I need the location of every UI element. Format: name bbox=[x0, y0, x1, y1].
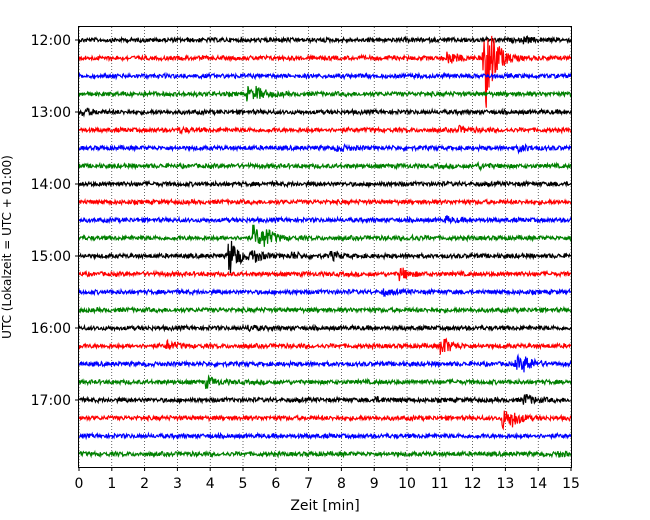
seismic-traces bbox=[78, 35, 572, 459]
y-tick-label: 17:00 bbox=[31, 393, 71, 409]
seismic-trace bbox=[78, 85, 572, 102]
seismic-trace bbox=[78, 267, 571, 282]
y-axis-title: UTC (Lokalzeit = UTC + 01:00) bbox=[0, 155, 14, 339]
x-tick-label: 14 bbox=[529, 476, 547, 492]
seismic-trace bbox=[78, 287, 572, 298]
y-tick-label: 12:00 bbox=[31, 33, 71, 49]
seismic-trace bbox=[78, 374, 572, 390]
seismic-trace bbox=[78, 35, 572, 45]
y-tick-label: 15:00 bbox=[31, 249, 71, 265]
seismic-trace bbox=[78, 393, 572, 405]
seismic-trace bbox=[78, 353, 572, 373]
seismic-trace bbox=[78, 107, 572, 118]
x-tick-label: 5 bbox=[239, 476, 248, 492]
seismic-trace bbox=[78, 224, 572, 247]
x-axis-title: Zeit [min] bbox=[290, 498, 359, 514]
x-tick-label: 6 bbox=[271, 476, 280, 492]
seismic-trace bbox=[78, 35, 572, 108]
seismic-trace bbox=[78, 337, 572, 355]
y-axis-ticks: 12:00 13:00 14:00 15:00 16:00 17:00 bbox=[31, 33, 79, 409]
y-tick-label: 14:00 bbox=[31, 177, 71, 193]
seismic-trace bbox=[78, 305, 572, 315]
y-tick-label: 13:00 bbox=[31, 105, 71, 121]
x-tick-label: 13 bbox=[496, 476, 514, 492]
x-axis-ticks: 0 1 2 3 4 5 6 7 8 9 10 11 12 13 14 15 bbox=[75, 467, 580, 492]
x-tick-label: 2 bbox=[140, 476, 149, 492]
seismic-trace bbox=[78, 215, 572, 225]
seismic-trace bbox=[78, 142, 572, 155]
seismic-trace bbox=[78, 449, 572, 459]
x-tick-label: 10 bbox=[398, 476, 416, 492]
x-tick-label: 11 bbox=[431, 476, 449, 492]
x-tick-label: 12 bbox=[464, 476, 482, 492]
seismic-trace bbox=[78, 160, 572, 172]
x-tick-label: 7 bbox=[304, 476, 313, 492]
x-tick-label: 15 bbox=[562, 476, 580, 492]
plot-frame bbox=[78, 26, 572, 468]
x-tick-label: 4 bbox=[206, 476, 215, 492]
x-tick-label: 3 bbox=[173, 476, 182, 492]
seismic-trace bbox=[78, 197, 572, 207]
seismic-trace bbox=[78, 431, 572, 441]
seismic-trace bbox=[78, 124, 572, 136]
seismic-trace bbox=[78, 179, 572, 189]
x-tick-label: 8 bbox=[337, 476, 346, 492]
x-tick-label: 9 bbox=[370, 476, 379, 492]
seismic-trace bbox=[78, 323, 572, 333]
seismic-trace bbox=[78, 240, 572, 274]
x-tick-label: 0 bbox=[75, 476, 84, 492]
x-tick-label: 1 bbox=[107, 476, 116, 492]
seismic-trace bbox=[78, 410, 572, 431]
seismic-trace bbox=[78, 71, 572, 81]
y-tick-label: 16:00 bbox=[31, 321, 71, 337]
